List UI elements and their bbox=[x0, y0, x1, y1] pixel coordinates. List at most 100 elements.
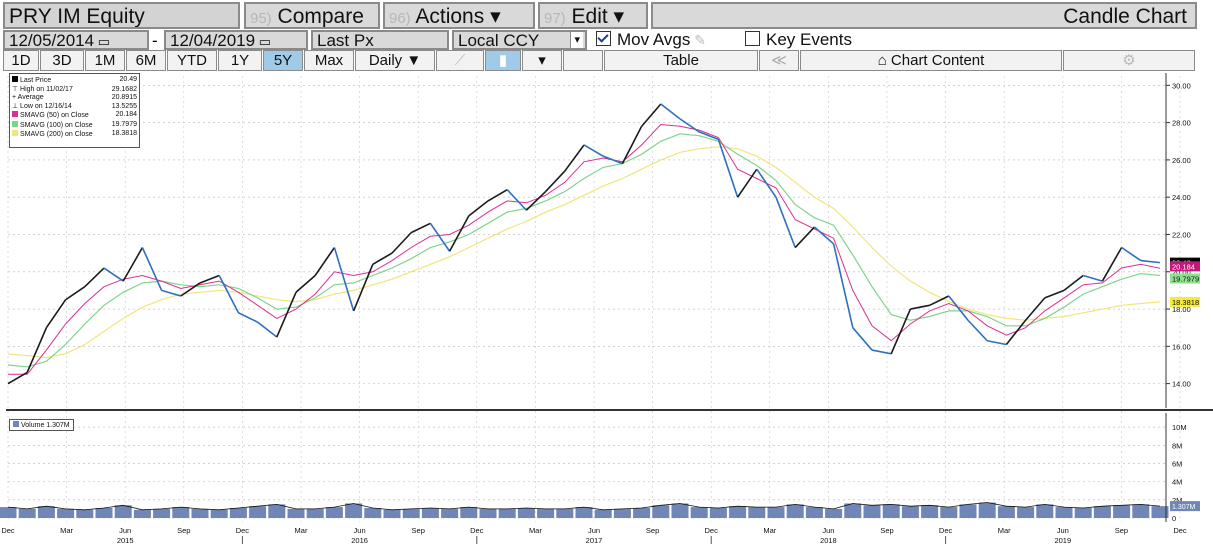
legend-last-price: Last Price 20.49 bbox=[12, 76, 137, 86]
end-date-field[interactable]: 12/04/2019 ▭ bbox=[164, 30, 308, 50]
legend-swatch bbox=[12, 111, 18, 117]
volume-legend-label: Volume 1.307M bbox=[21, 422, 70, 429]
checkbox-checked-icon[interactable] bbox=[596, 31, 611, 46]
volume-bar bbox=[863, 505, 881, 518]
volume-bar bbox=[460, 507, 478, 518]
frequency-select[interactable]: Daily ▼ bbox=[355, 50, 435, 71]
legend-sma200: SMAVG (200) on Close 18.3818 bbox=[12, 130, 137, 140]
price-segment bbox=[295, 274, 316, 293]
gear-icon[interactable]: ⚙ bbox=[1063, 50, 1195, 71]
volume-bar bbox=[268, 504, 286, 518]
price-segment bbox=[967, 319, 988, 342]
period-max-button[interactable]: Max bbox=[304, 50, 354, 71]
price-segment bbox=[545, 170, 566, 193]
chevron-down-icon[interactable]: ▾ bbox=[522, 50, 562, 71]
chart-legend[interactable]: Last Price 20.49 ⊤ High on 11/02/17 29.168… bbox=[9, 73, 140, 148]
year-label: 2017 bbox=[586, 536, 603, 544]
volume-tick-label: 2M bbox=[1172, 496, 1182, 505]
volume-bar bbox=[1017, 507, 1035, 518]
volume-bar bbox=[805, 507, 823, 518]
price-segment bbox=[199, 274, 220, 284]
volume-bar bbox=[441, 508, 459, 518]
price-segment bbox=[1101, 247, 1123, 282]
calendar-icon[interactable]: ▭ bbox=[94, 34, 110, 49]
period-5y-button[interactable]: 5Y bbox=[263, 50, 303, 71]
mov-avgs-toggle[interactable]: Mov Avgs ✎ bbox=[596, 30, 706, 50]
y-tick-label: 24.00 bbox=[1172, 193, 1191, 202]
price-segment bbox=[1121, 246, 1142, 262]
checkbox-icon[interactable] bbox=[745, 31, 760, 46]
period-3d-button[interactable]: 3D bbox=[40, 50, 84, 71]
rewind-icon[interactable]: ≪ bbox=[759, 50, 799, 71]
volume-bar bbox=[575, 507, 593, 518]
volume-bar bbox=[1055, 507, 1073, 518]
time-axis: Dec Mar Jun Sep Dec Mar Jun Sep Dec Mar Jun Sep Dec M… bbox=[1, 526, 1187, 544]
sma50-line bbox=[8, 123, 1161, 375]
field-select[interactable]: Last Px bbox=[311, 30, 449, 50]
year-label: 2018 bbox=[820, 536, 837, 544]
actions-menu[interactable]: 96) Actions ▾ bbox=[383, 2, 535, 29]
volume-bar bbox=[172, 507, 190, 518]
volume-bar bbox=[287, 508, 305, 518]
start-date-text: 12/05/2014 bbox=[9, 31, 95, 50]
chevron-down-icon[interactable]: ▾ bbox=[570, 32, 583, 48]
calendar-icon[interactable]: ▭ bbox=[255, 34, 271, 49]
x-tick-label: Mar bbox=[998, 526, 1011, 535]
volume-bar bbox=[1113, 505, 1131, 518]
legend-label: SMAVG (50) on Close bbox=[20, 112, 89, 119]
legend-label: Last Price bbox=[20, 77, 52, 84]
x-tick-label: Mar bbox=[295, 526, 308, 535]
price-segment bbox=[660, 103, 681, 120]
price-segment bbox=[314, 247, 336, 276]
price-segment bbox=[487, 189, 508, 202]
candle-chart[interactable]: 30.00 28.00 26.00 24.00 22.00 20.00 18.00 16.00… bbox=[0, 71, 1213, 544]
period-ytd-button[interactable]: YTD bbox=[167, 50, 217, 71]
chart-content-button[interactable]: ⌂ Chart Content bbox=[800, 50, 1062, 71]
x-tick-label: Dec bbox=[470, 526, 484, 535]
ticker-field[interactable]: PRY IM Equity bbox=[3, 2, 240, 29]
legend-swatch bbox=[12, 120, 18, 127]
start-date-field[interactable]: 12/05/2014 ▭ bbox=[3, 30, 149, 50]
volume-bar bbox=[709, 508, 727, 518]
candle-chart-icon[interactable]: ▮ bbox=[485, 50, 521, 71]
price-segment bbox=[448, 215, 470, 252]
volume-tick-label: 10M bbox=[1172, 423, 1187, 432]
volume-bar bbox=[345, 503, 363, 518]
pencil-icon[interactable]: ✎ bbox=[690, 32, 707, 48]
volume-tick-label: 4M bbox=[1172, 478, 1182, 487]
volume-bar bbox=[57, 508, 75, 518]
x-tick-label: Mar bbox=[60, 526, 73, 535]
compare-number: 95) bbox=[250, 10, 272, 27]
legend-swatch bbox=[12, 130, 18, 136]
x-tick-label: Jun bbox=[588, 526, 600, 535]
period-1y-button[interactable]: 1Y bbox=[218, 50, 262, 71]
volume-bars bbox=[0, 502, 1169, 518]
year-label: 2015 bbox=[117, 536, 134, 544]
x-tick-label: Mar bbox=[763, 526, 776, 535]
table-button[interactable]: Table bbox=[604, 50, 758, 71]
key-events-toggle[interactable]: Key Events bbox=[745, 30, 852, 49]
compare-button[interactable]: 95) Compare bbox=[244, 2, 380, 29]
volume-bar bbox=[978, 502, 996, 518]
volume-legend[interactable]: Volume 1.307M bbox=[9, 419, 74, 431]
period-1m-button[interactable]: 1M bbox=[85, 50, 125, 71]
price-segment bbox=[890, 308, 912, 355]
volume-bar bbox=[882, 504, 900, 518]
price-segment bbox=[429, 222, 451, 252]
period-1d-button[interactable]: 1D bbox=[3, 50, 39, 71]
chart-type-label: Candle Chart bbox=[1063, 5, 1187, 28]
last-value-text: 18.3818 bbox=[1172, 298, 1199, 307]
x-tick-label: Jun bbox=[822, 526, 834, 535]
period-6m-button[interactable]: 6M bbox=[126, 50, 166, 71]
y-tick-label: 28.00 bbox=[1172, 119, 1191, 128]
legend-sma100: SMAVG (100) on Close 19.7979 bbox=[12, 120, 137, 131]
currency-select[interactable]: Local CCY ▾ bbox=[452, 30, 587, 50]
line-chart-icon[interactable]: ⟋ bbox=[436, 50, 484, 71]
edit-menu[interactable]: 97) Edit ▾ bbox=[538, 2, 648, 29]
legend-label: High on 11/02/17 bbox=[20, 85, 73, 93]
top-toolbar: PRY IM Equity 95) Compare 96) Actions ▾ … bbox=[0, 0, 1213, 29]
price-segment bbox=[26, 327, 48, 373]
volume-last-badge bbox=[1170, 501, 1200, 512]
price-segment bbox=[717, 139, 739, 198]
x-tick-label: Dec bbox=[236, 526, 250, 535]
